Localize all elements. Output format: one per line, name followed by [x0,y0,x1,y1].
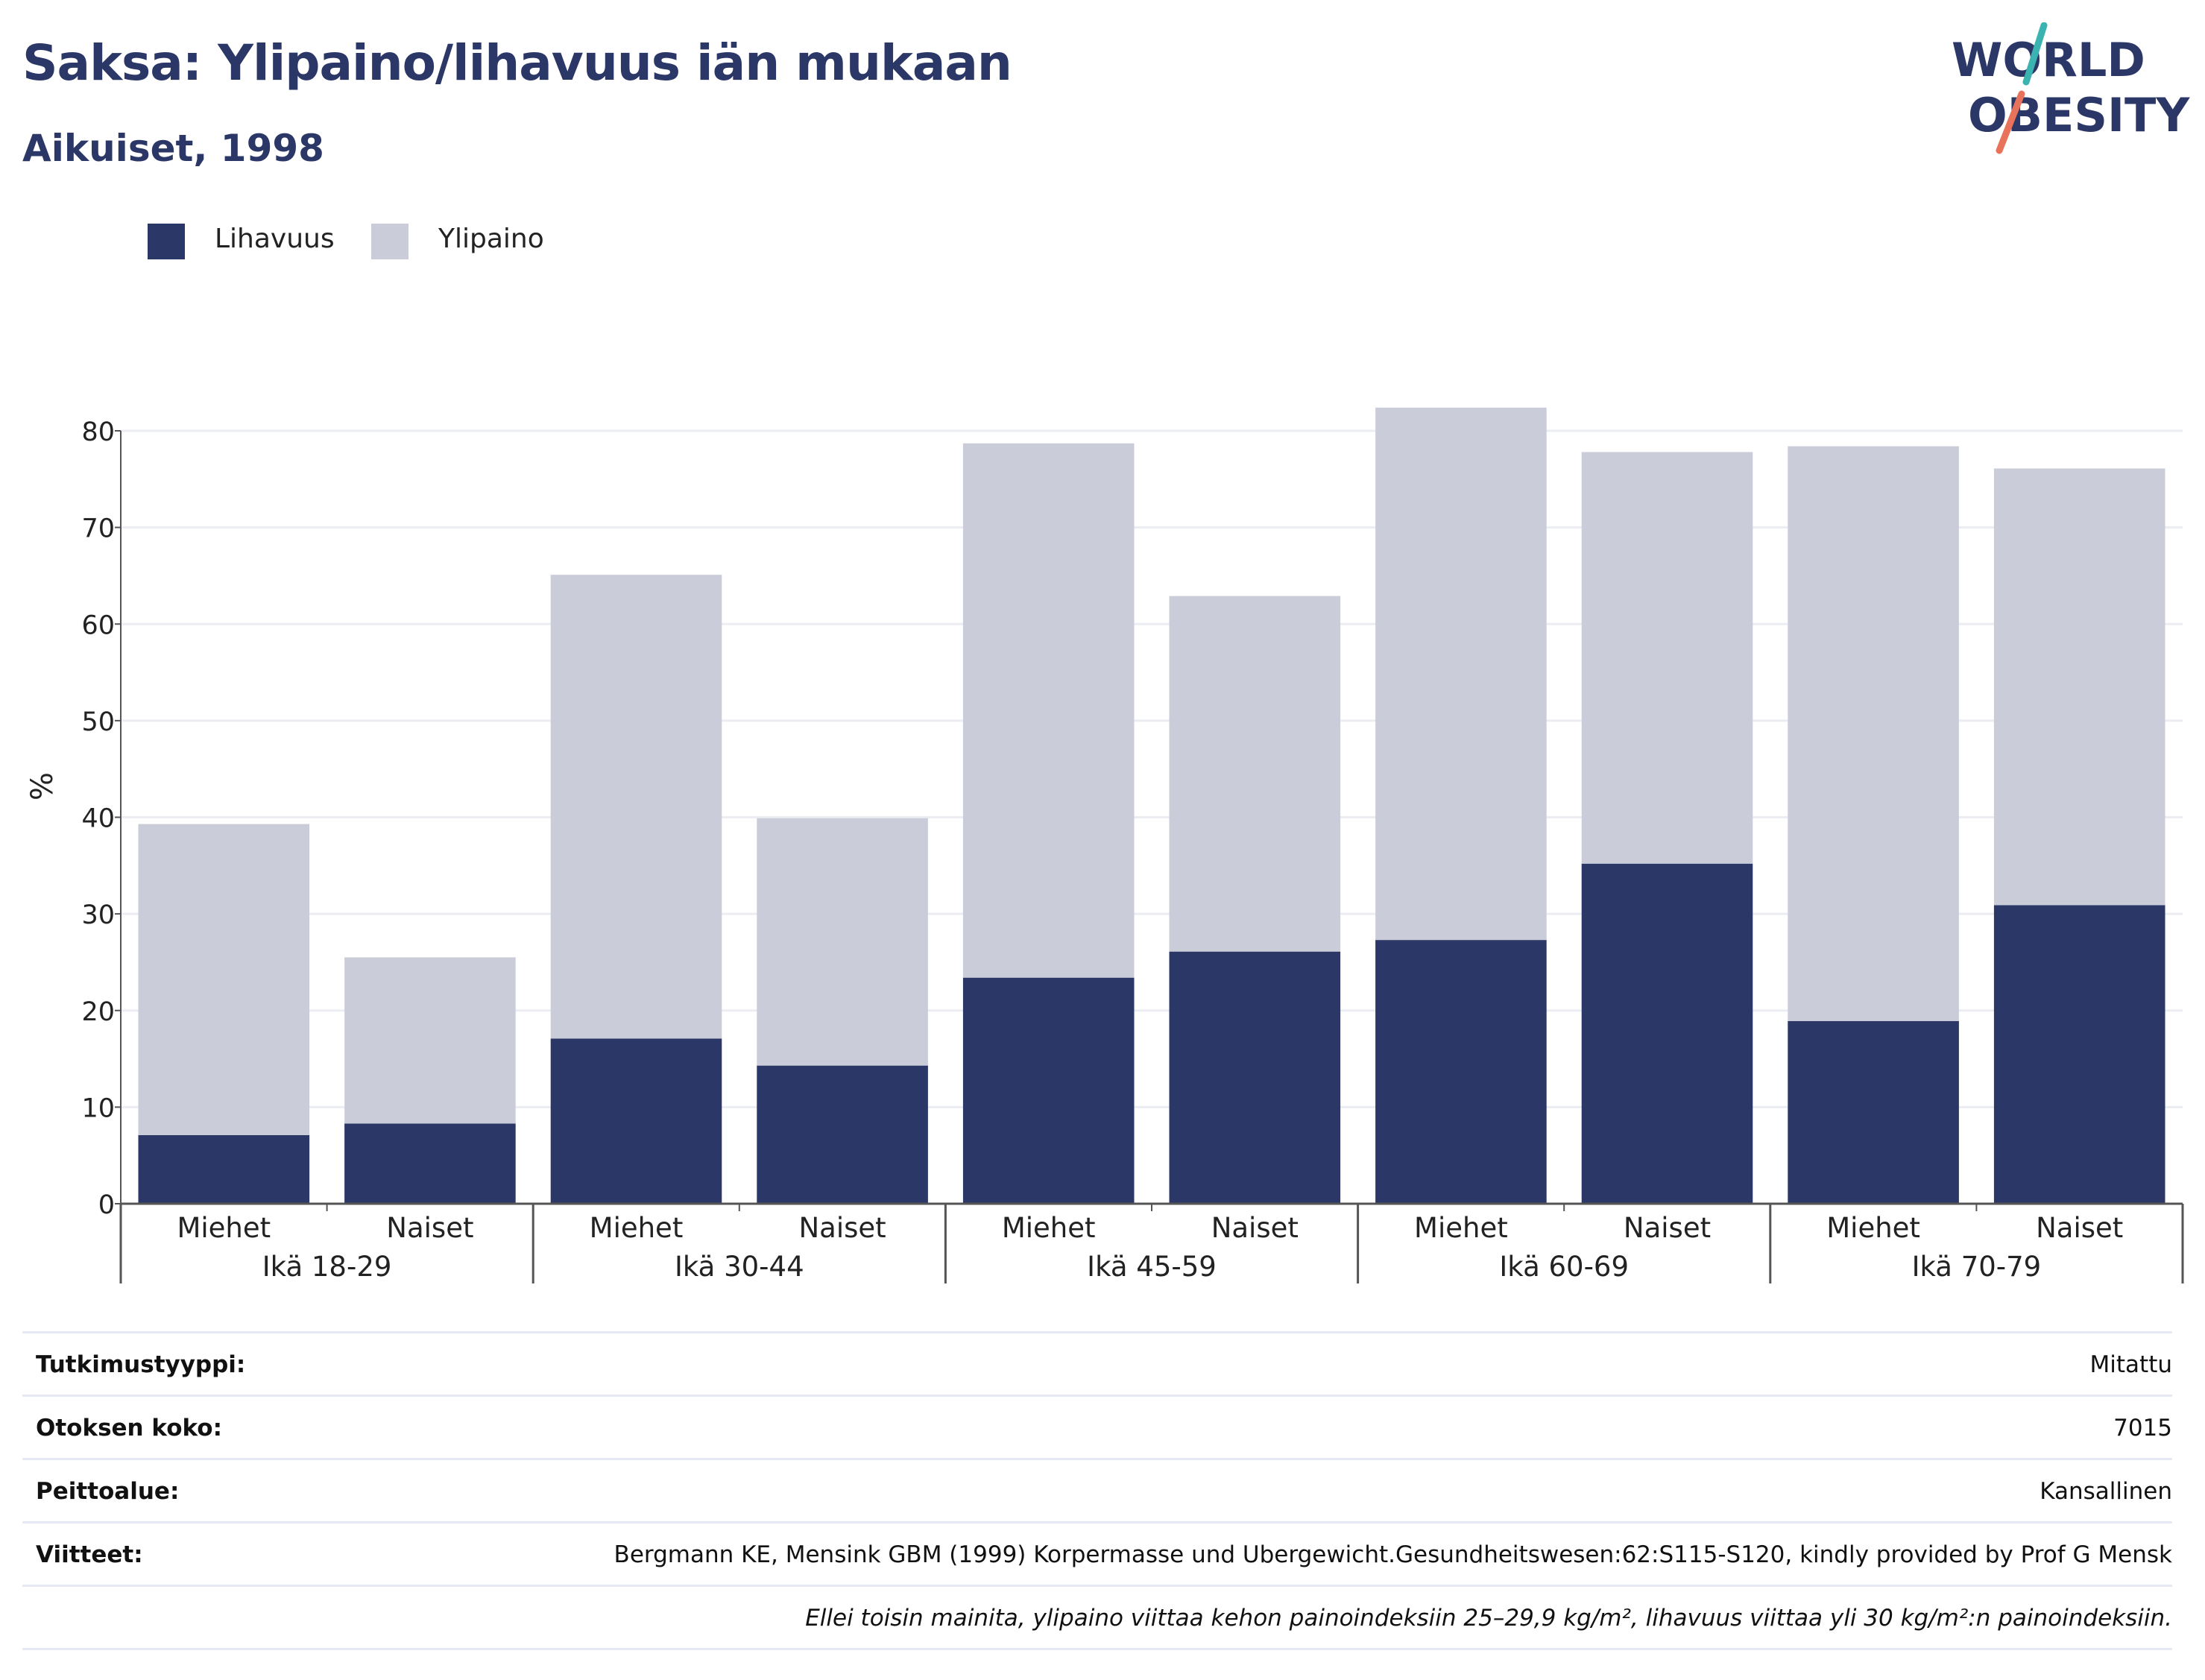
group-label: Ikä 18-29 [262,1251,392,1283]
y-tick-label: 0 [98,1190,115,1220]
logo-text-world: WORLD [1952,33,2145,87]
world-obesity-logo: WORLD OBESITY [1952,22,2190,154]
logo-slash-bottom [1996,90,2025,154]
x-tick-label: Miehet [590,1212,684,1244]
x-tick-label: Naiset [799,1212,886,1244]
bar-chart: 0 10 20 30 40 50 60 70 80% Miehet Naiset Miehet Nais… [25,407,2184,1283]
x-tick-label: Naiset [386,1212,473,1244]
bar-lihavuus [757,1065,928,1204]
logo-text-obesity: OBESITY [1968,88,2190,142]
bar-lihavuus [550,1038,722,1204]
bar-lihavuus [1375,940,1547,1204]
bar-lihavuus [962,977,1135,1204]
bar-lihavuus [138,1134,310,1204]
bar-ylipaino [1788,446,1959,1022]
bar-ylipaino [1993,468,2165,906]
legend-label-lihavuus: Lihavuus [215,224,335,254]
x-tick-label: Naiset [1624,1212,1711,1244]
legend-swatch-ylipaino [371,224,408,259]
y-tick-label: 60 [81,610,115,640]
sample-size-label: Otoksen koko: [36,1415,222,1441]
chart-title: Saksa: Ylipaino/lihavuus iän mukaan [22,34,1012,92]
x-tick-label: Naiset [2036,1212,2123,1244]
bar-ylipaino [757,818,928,1066]
bar-ylipaino [1169,596,1341,952]
y-tick-label: 40 [81,804,115,834]
bar-lihavuus [1581,863,1753,1204]
references-label: Viitteet: [36,1541,143,1568]
sample-size-row: Otoksen koko: 7015 [22,1395,2172,1458]
study-type-row: Tutkimustyyppi: Mitattu [22,1331,2172,1395]
y-tick-label: 80 [81,417,115,447]
x-tick-label: Miehet [1002,1212,1096,1244]
references-value: Bergmann KE, Mensink GBM (1999) Korperma… [613,1541,2172,1568]
y-axis-label: % [25,772,60,800]
bar-lihavuus [1788,1021,1959,1204]
group-label: Ikä 70-79 [1912,1251,2042,1283]
legend-swatch-lihavuus [148,224,185,259]
definition-note: Ellei toisin mainita, ylipaino viittaa k… [805,1605,2172,1632]
study-type-value: Mitattu [2089,1351,2172,1378]
group-label: Ikä 45-59 [1087,1251,1217,1283]
legend-label-ylipaino: Ylipaino [438,224,544,254]
bar-ylipaino [138,824,310,1135]
bar-ylipaino [1581,452,1753,864]
bar-ylipaino [550,575,722,1039]
bar-ylipaino [344,957,516,1124]
x-tick-label: Miehet [1826,1212,1920,1244]
bar-lihavuus [344,1123,516,1204]
group-label: Ikä 60-69 [1499,1251,1629,1283]
bar-lihavuus [1993,905,2165,1204]
y-tick-label: 70 [81,514,115,544]
y-tick-label: 50 [81,707,115,737]
x-tick-label: Miehet [177,1212,271,1244]
sample-size-value: 7015 [2113,1415,2172,1441]
bar-ylipaino [962,443,1135,978]
references-row: Viitteet: Bergmann KE, Mensink GBM (1999… [22,1521,2172,1585]
coverage-value: Kansallinen [2040,1478,2172,1505]
y-tick-label: 10 [81,1093,115,1123]
coverage-label: Peittoalue: [36,1478,180,1505]
study-details-table: Tutkimustyyppi: Mitattu Otoksen koko: 70… [22,1331,2172,1650]
chart-subtitle: Aikuiset, 1998 [22,127,324,170]
definition-note-row: Ellei toisin mainita, ylipaino viittaa k… [22,1585,2172,1650]
y-tick-label: 30 [81,900,115,930]
study-type-label: Tutkimustyyppi: [36,1351,246,1378]
group-label: Ikä 30-44 [675,1251,804,1283]
logo-slash-top [2022,22,2048,86]
bar-lihavuus [1169,951,1341,1204]
x-tick-label: Miehet [1414,1212,1508,1244]
bar-ylipaino [1375,407,1547,941]
x-tick-label: Naiset [1211,1212,1299,1244]
coverage-row: Peittoalue: Kansallinen [22,1458,2172,1521]
y-tick-label: 20 [81,997,115,1027]
